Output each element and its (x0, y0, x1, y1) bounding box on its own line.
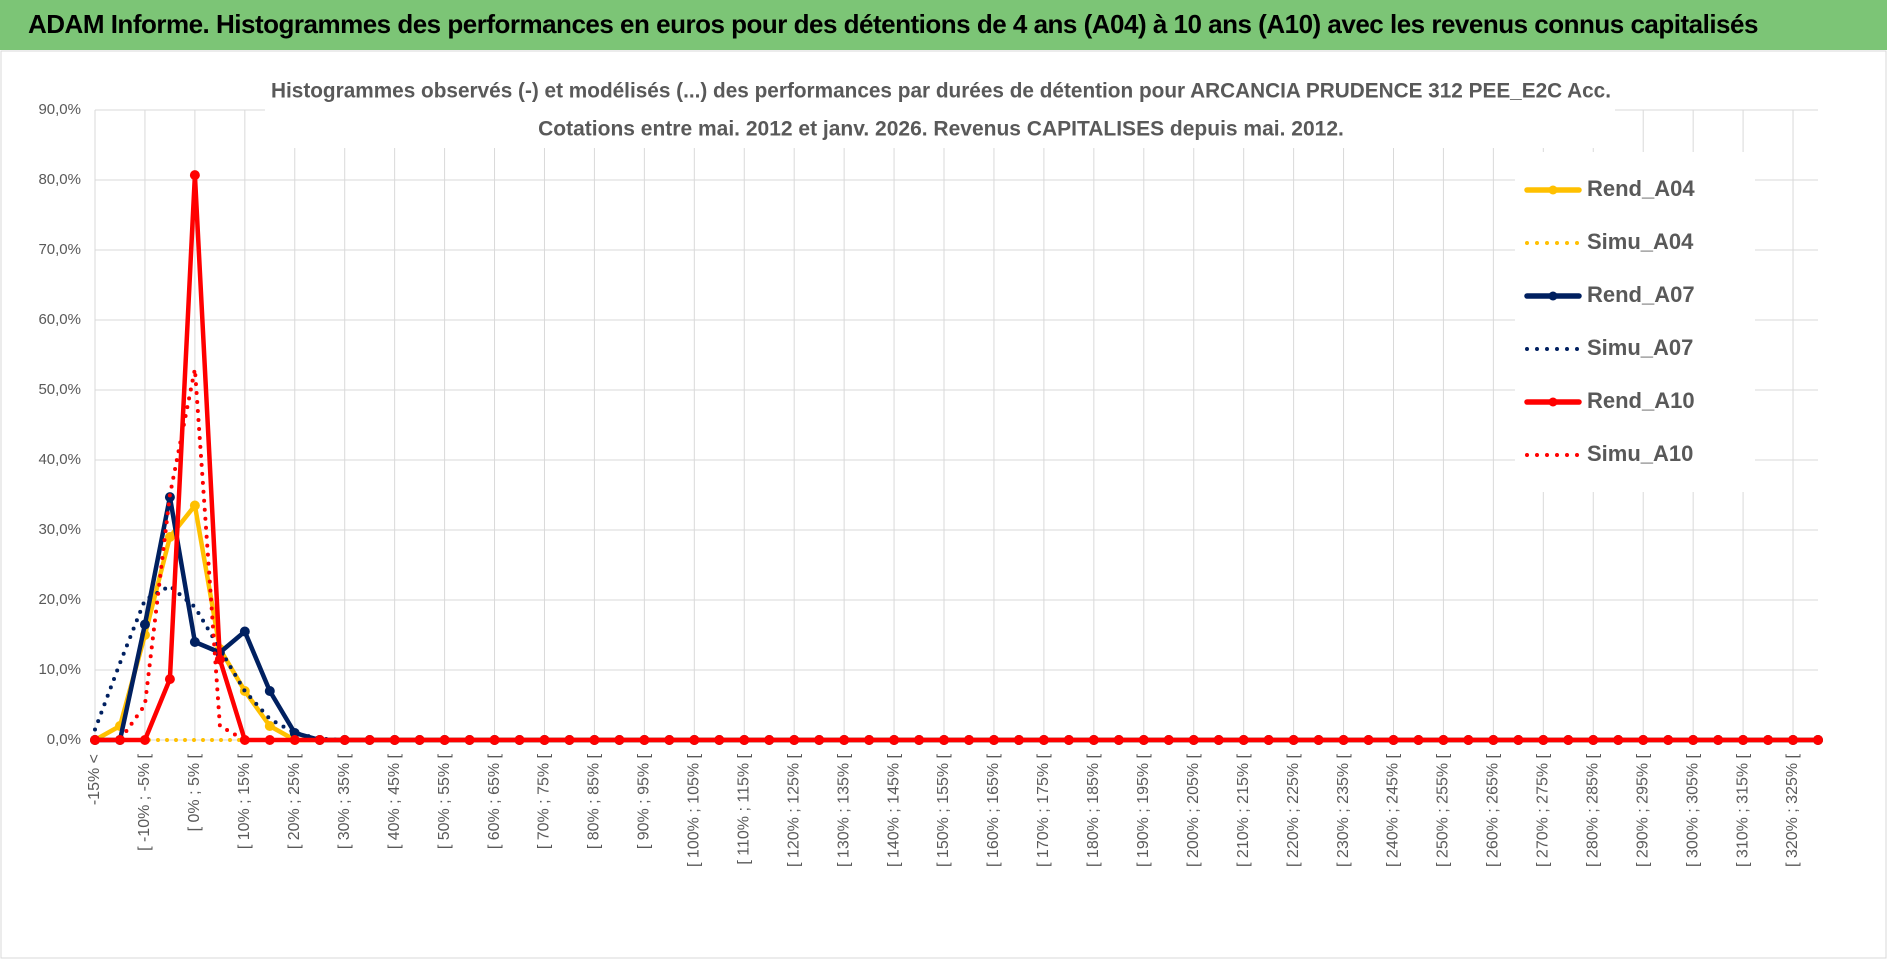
y-tick-label: 30,0% (38, 521, 81, 538)
legend-marker (1548, 397, 1558, 407)
data-point (264, 686, 275, 696)
x-tick-label: [ 210% ; 215% [ (1235, 753, 1252, 867)
x-tick-label: [ 230% ; 235% [ (1335, 753, 1352, 867)
x-tick-label: [ 60% ; 65% [ (486, 753, 503, 849)
data-point (1013, 735, 1024, 745)
data-point (189, 170, 200, 181)
x-tick-label: [ 160% ; 165% [ (985, 753, 1002, 867)
legend-label: Rend_A04 (1587, 176, 1695, 201)
x-tick-label: [ 90% ; 95% [ (636, 753, 653, 849)
data-point (1738, 735, 1749, 745)
x-tick-label: [ 10% ; 15% [ (236, 753, 253, 849)
x-tick-label: [ -10% ; -5% [ (136, 753, 153, 850)
data-point (139, 735, 150, 745)
x-tick-label: [ 30% ; 35% [ (336, 753, 353, 849)
chart: 0,0% 10,0% 20,0% 30,0% 40,0% 50,0% 60,0% 70,0% 8… (0, 50, 1887, 959)
x-tick-label: [ 130% ; 135% [ (835, 753, 852, 867)
data-point (739, 735, 750, 745)
y-tick-label: 20,0% (38, 591, 81, 608)
x-tick-label: [ 310% ; 315% [ (1734, 753, 1751, 867)
x-tick-label: [ 200% ; 205% [ (1185, 753, 1202, 867)
data-point (464, 735, 475, 745)
x-tick-label: [ 100% ; 105% [ (686, 753, 703, 867)
x-tick-label: -15% < (86, 754, 103, 805)
x-tick-label: [ 40% ; 45% [ (386, 753, 403, 849)
data-point (189, 637, 200, 647)
x-tick-label: [ 300% ; 305% [ (1684, 753, 1701, 867)
x-tick-label: [ 240% ; 245% [ (1385, 753, 1402, 867)
legend-background (1515, 152, 1755, 492)
header-bar: ADAM Informe. Histogrammes des performan… (0, 0, 1887, 50)
x-tick-label: [ 140% ; 145% [ (885, 753, 902, 867)
x-tick-label: [ 120% ; 125% [ (785, 753, 802, 867)
x-tick-label: [ 50% ; 55% [ (436, 753, 453, 849)
data-point (214, 654, 225, 665)
x-tick-label: [ 180% ; 185% [ (1085, 753, 1102, 867)
x-tick-label: [ 110% ; 115% [ (735, 753, 752, 864)
legend-marker (1548, 185, 1558, 195)
data-point (164, 532, 175, 542)
x-tick-label: [ 290% ; 295% [ (1634, 753, 1651, 867)
data-point (164, 674, 175, 685)
y-tick-label: 60,0% (38, 311, 81, 328)
legend-label: Rend_A07 (1587, 282, 1695, 307)
data-point (1513, 735, 1524, 745)
data-point (139, 619, 150, 630)
x-tick-label: [ 250% ; 255% [ (1435, 753, 1452, 867)
x-tick-label: [ 270% ; 275% [ (1535, 753, 1552, 867)
series-line (93, 367, 1820, 742)
legend-label: Simu_A10 (1587, 441, 1693, 466)
legend-marker (1548, 291, 1558, 301)
x-tick-label: [ 190% ; 195% [ (1135, 753, 1152, 867)
data-point (1238, 735, 1249, 745)
data-point (264, 721, 275, 731)
x-tick-label: [ 0% ; 5% [ (186, 753, 203, 831)
data-point (239, 626, 250, 637)
x-tick-label: [ 280% ; 285% [ (1584, 753, 1601, 867)
chart-title: Histogrammes observés (-) et modélisés (… (271, 80, 1611, 103)
y-tick-label: 40,0% (38, 451, 81, 468)
y-tick-label: 50,0% (38, 381, 81, 398)
x-tick-label: [ 220% ; 225% [ (1285, 753, 1302, 867)
y-tick-label: 10,0% (38, 661, 81, 678)
legend-label: Rend_A10 (1587, 388, 1695, 413)
y-tick-label: 70,0% (38, 241, 81, 258)
x-tick-label: [ 320% ; 325% [ (1784, 753, 1801, 867)
chart-subtitle: Cotations entre mai. 2012 et janv. 2026.… (538, 118, 1344, 141)
x-tick-label: [ 70% ; 75% [ (536, 753, 553, 849)
data-point (189, 500, 200, 511)
y-tick-label: 80,0% (38, 171, 81, 188)
y-tick-label: 0,0% (47, 731, 81, 748)
legend-label: Simu_A07 (1587, 335, 1693, 360)
x-tick-label: [ 20% ; 25% [ (286, 753, 303, 849)
y-tick-label: 90,0% (38, 101, 81, 118)
data-point (963, 735, 974, 745)
header-title: ADAM Informe. Histogrammes des performan… (28, 9, 1758, 39)
legend-label: Simu_A04 (1587, 229, 1694, 254)
x-tick-label: [ 170% ; 175% [ (1035, 753, 1052, 867)
x-tick-label: [ 260% ; 265% [ (1485, 753, 1502, 867)
title-background (265, 68, 1615, 148)
x-tick-label: [ 80% ; 85% [ (586, 753, 603, 849)
x-tick-label: [ 150% ; 155% [ (935, 753, 952, 867)
